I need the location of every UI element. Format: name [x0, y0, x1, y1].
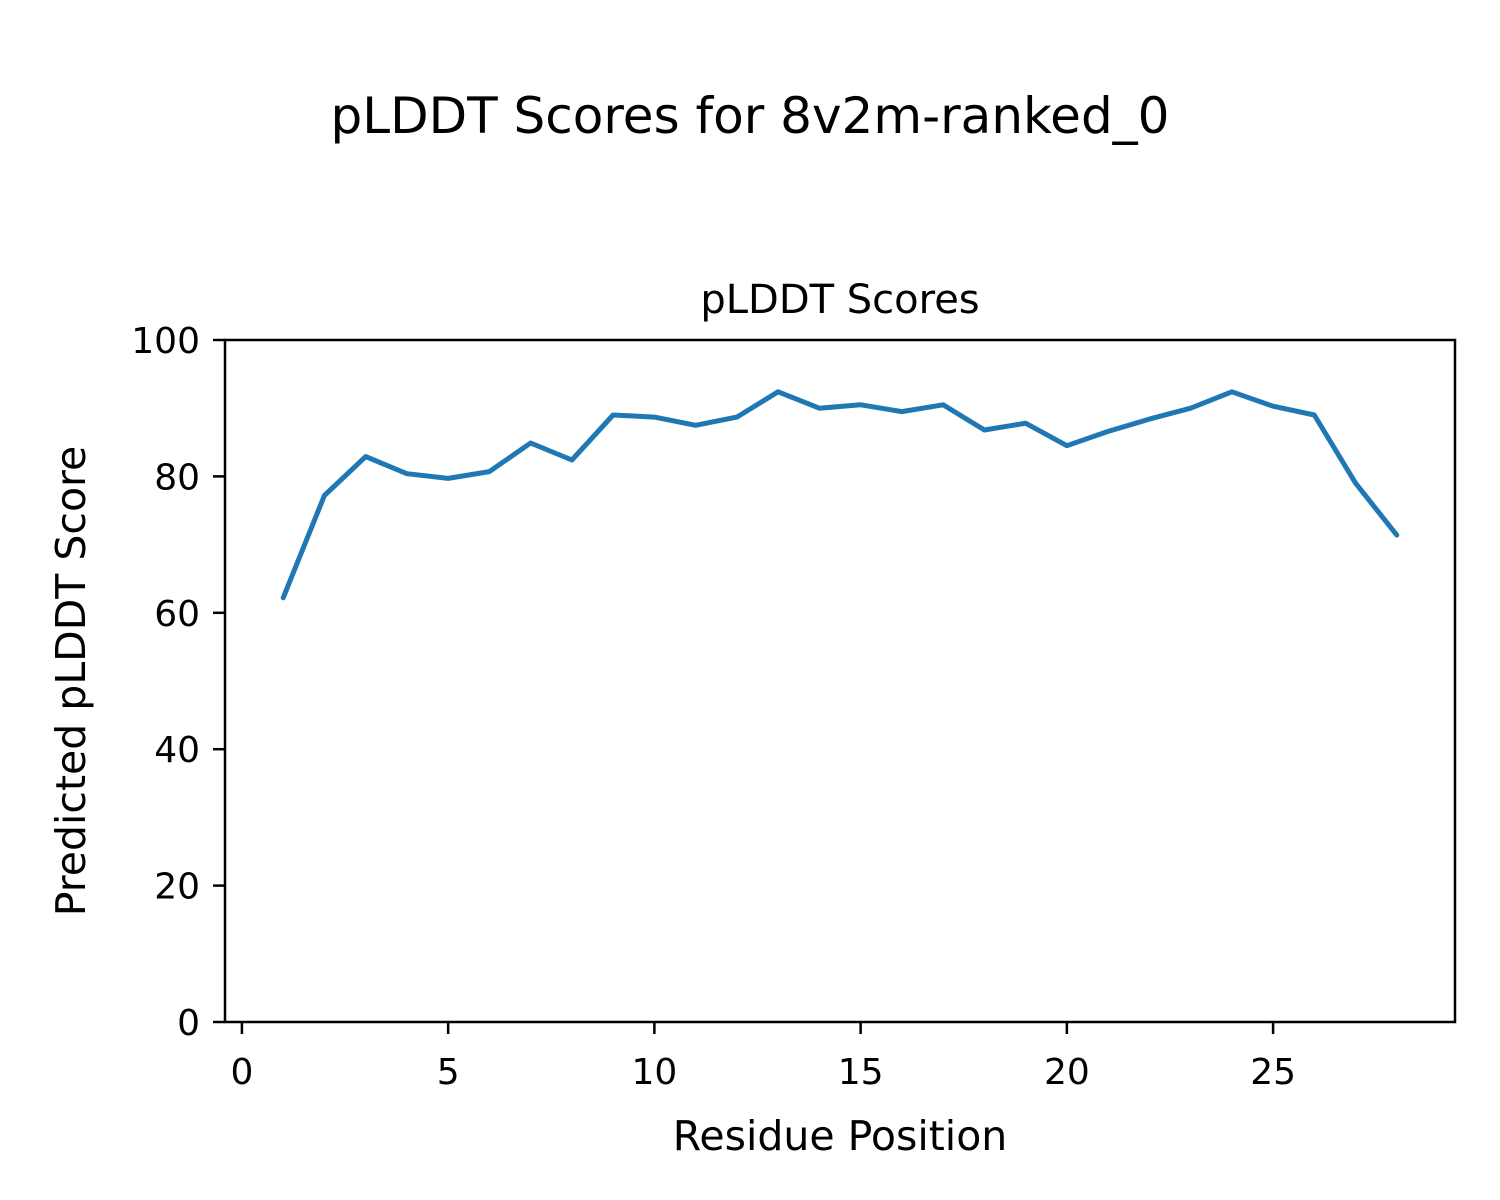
axis-ticks: [213, 338, 1275, 1034]
x-axis-label: Residue Position: [673, 1112, 1008, 1160]
x-tick-label: 15: [838, 1052, 884, 1093]
y-tick-label: 0: [177, 1003, 200, 1044]
plddt-score-line: [280, 389, 1400, 601]
axis-tick-labels: 0 5 10 15 20 25 0 20 40 60 80 100: [131, 321, 1296, 1093]
x-tick-label: 25: [1250, 1052, 1296, 1093]
x-tick-label: 20: [1044, 1052, 1090, 1093]
y-tick-label: 60: [154, 594, 200, 635]
axes-title: pLDDT Scores: [700, 277, 979, 323]
y-tick-label: 100: [131, 321, 200, 362]
x-tick-label: 0: [230, 1052, 253, 1093]
y-axis-label: Predicted pLDDT Score: [47, 446, 95, 916]
y-tick-label: 80: [154, 457, 200, 498]
plot-frame: [223, 338, 1457, 1024]
y-tick-label: 40: [154, 730, 200, 771]
x-tick-label: 10: [631, 1052, 677, 1093]
plddt-series-layer: [280, 389, 1400, 601]
y-tick-label: 20: [154, 867, 200, 908]
x-tick-label: 5: [437, 1052, 460, 1093]
figure-title: pLDDT Scores for 8v2m-ranked_0: [331, 87, 1170, 145]
